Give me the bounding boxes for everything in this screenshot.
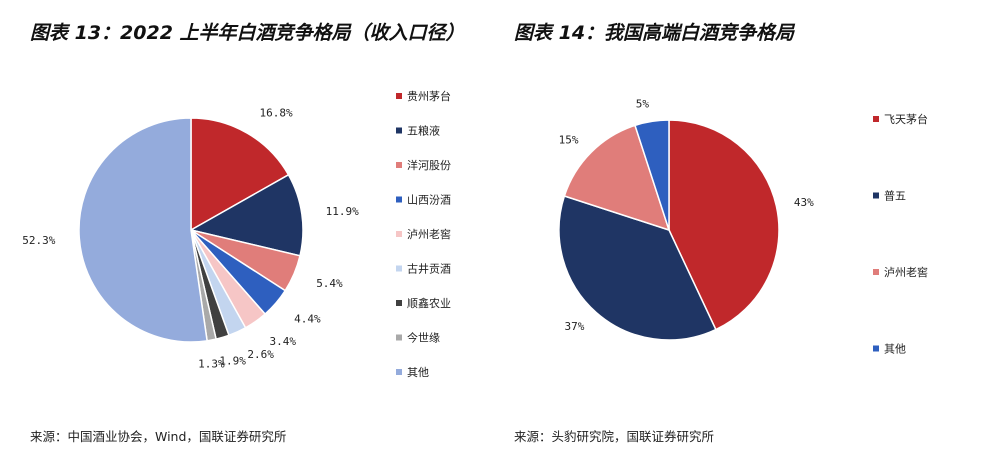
legend-label: 山西汾酒 bbox=[407, 194, 451, 207]
chart-13-title: 图表 13：2022 上半年白酒竞争格局（收入口径） bbox=[30, 22, 465, 44]
legend-label: 顺鑫农业 bbox=[407, 296, 451, 310]
legend-label: 古井贡酒 bbox=[407, 262, 451, 276]
legend-label: 泸州老窖 bbox=[407, 227, 451, 241]
legend-label: 贵州茅台 bbox=[407, 89, 451, 103]
pie-value-label: 1.9% bbox=[219, 355, 246, 368]
pie-slice-14-3 bbox=[634, 119, 670, 231]
legend-swatch bbox=[396, 162, 402, 168]
pie-value-label: 2.6% bbox=[247, 348, 274, 361]
legend-swatch bbox=[873, 269, 879, 275]
pie-value-label: 16.8% bbox=[260, 107, 293, 120]
chart-13-source: 来源：中国酒业协会，Wind，国联证券研究所 bbox=[30, 429, 287, 444]
pie-value-label: 1.3% bbox=[198, 358, 225, 371]
legend-swatch bbox=[396, 265, 402, 272]
pie-slice-13-8 bbox=[78, 117, 208, 343]
pie-slice-13-0 bbox=[190, 117, 290, 232]
pie-value-label: 5.4% bbox=[316, 277, 343, 290]
legend-swatch bbox=[396, 127, 402, 134]
legend-label: 泸州老窖 bbox=[884, 265, 928, 279]
legend-label: 今世缘 bbox=[407, 331, 440, 345]
legend-swatch bbox=[396, 196, 402, 203]
chart-14-title: 图表 14：我国高端白酒竞争格局 bbox=[514, 22, 795, 44]
legend-label: 其他 bbox=[884, 343, 906, 356]
pie-slice-14-1 bbox=[558, 195, 717, 341]
legend-swatch bbox=[873, 192, 879, 199]
pie-value-label: 4.4% bbox=[294, 313, 321, 326]
pie-value-label: 37% bbox=[565, 320, 585, 333]
pie-value-label: 3.4% bbox=[270, 335, 297, 348]
legend-label: 普五 bbox=[884, 189, 906, 203]
pie-value-label: 15% bbox=[559, 134, 579, 147]
legend-label: 洋河股份 bbox=[407, 158, 451, 172]
chart-14-source: 来源：头豹研究院，国联证券研究所 bbox=[514, 429, 715, 444]
legend-label: 其他 bbox=[407, 366, 429, 379]
pie-slice-14-0 bbox=[668, 119, 780, 331]
pie-value-label: 5% bbox=[636, 98, 650, 111]
legend-swatch bbox=[873, 345, 879, 352]
pie-value-label: 11.9% bbox=[326, 205, 359, 218]
pie-chart-14: 43% 飞天茅台 37% 普五 15% 泸州老窖 5% 其他 bbox=[558, 98, 928, 356]
legend-swatch bbox=[396, 93, 402, 99]
pie-chart-13: 16.8% 贵州茅台 11.9% 五粮液 5.4% 洋河股份 4.4% 山西汾酒 3.4% 泸州老… bbox=[22, 89, 451, 379]
legend-swatch bbox=[396, 369, 402, 375]
legend-label: 飞天茅台 bbox=[884, 112, 928, 126]
pie-value-label: 43% bbox=[794, 196, 814, 209]
legend-swatch bbox=[873, 116, 879, 122]
legend-swatch bbox=[396, 231, 402, 237]
legend-swatch bbox=[396, 334, 402, 341]
legend-label: 五粮液 bbox=[407, 124, 440, 138]
pie-slice-13-1 bbox=[188, 173, 304, 257]
legend-swatch bbox=[396, 300, 402, 306]
pie-value-label: 52.3% bbox=[22, 234, 55, 247]
